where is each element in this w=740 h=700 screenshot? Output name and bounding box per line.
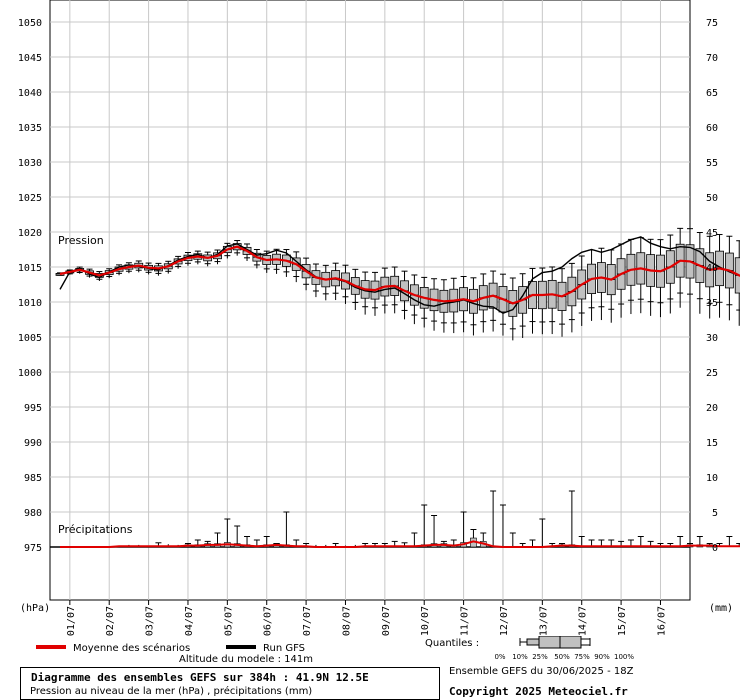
legend: Moyenne des scénarios Run GFS Quantiles … — [36, 636, 634, 661]
left-tick-label: 985 — [24, 473, 42, 484]
precip-label: Précipitations — [58, 523, 133, 536]
right-tick-label: 50 — [706, 193, 718, 204]
date-label: 12/07 — [499, 606, 510, 636]
left-tick-label: 1000 — [18, 368, 42, 379]
altitude-text: Altitude du modele : 141m — [179, 654, 313, 665]
copyright: Copyright 2025 Meteociel.fr — [449, 685, 628, 698]
left-tick-label: 1030 — [18, 158, 42, 169]
right-tick-label: 5 — [712, 508, 718, 519]
footer-subtitle: Pression au niveau de la mer (hPa) , pré… — [30, 686, 313, 697]
date-label: 02/07 — [105, 606, 116, 636]
quantile-tick: 10% — [512, 653, 528, 661]
date-label: 08/07 — [341, 606, 352, 636]
legend-gfs-swatch — [226, 645, 256, 649]
date-label: 06/07 — [263, 606, 274, 636]
left-tick-label: 1025 — [18, 193, 42, 204]
left-tick-label: 1040 — [18, 88, 42, 99]
right-tick-label: 15 — [706, 438, 718, 449]
quantile-tick: 25% — [532, 653, 548, 661]
info-box: Diagramme des ensembles GEFS sur 384h : … — [20, 667, 440, 700]
date-label: 15/07 — [617, 606, 628, 636]
left-tick-label: 1020 — [18, 228, 42, 239]
run-info: Ensemble GEFS du 30/06/2025 - 18Z — [449, 666, 634, 677]
right-tick-label: 70 — [706, 53, 718, 64]
legend-mean-swatch — [36, 645, 66, 649]
date-label: 11/07 — [460, 606, 471, 636]
legend-mean-label: Moyenne des scénarios — [73, 642, 190, 654]
quantile-tick: 0% — [494, 653, 505, 661]
quantile-key-icon — [519, 636, 591, 649]
date-label: 04/07 — [184, 606, 195, 636]
right-tick-label: 75 — [706, 18, 718, 29]
right-tick-label: 25 — [706, 368, 718, 379]
date-label: 13/07 — [538, 606, 549, 636]
quantile-tick: 75% — [574, 653, 590, 661]
quantile-tick: 100% — [614, 653, 634, 661]
quantiles-label: Quantiles : — [425, 638, 479, 649]
plot-frame — [49, 0, 691, 601]
left-tick-label: 990 — [24, 438, 42, 449]
right-tick-label: 10 — [706, 473, 718, 484]
ensemble-mean-line — [59, 245, 740, 305]
right-tick-label: 30 — [706, 333, 718, 344]
date-label: 10/07 — [420, 606, 431, 636]
legend-gfs-label: Run GFS — [263, 643, 305, 654]
right-tick-label: 20 — [706, 403, 718, 414]
date-label: 03/07 — [145, 606, 156, 636]
date-label: 07/07 — [302, 606, 313, 636]
chart-axes: 9759809859909951000100510101015102010251… — [18, 18, 718, 636]
left-tick-label: 1010 — [18, 298, 42, 309]
date-label: 14/07 — [578, 606, 589, 636]
right-tick-label: 0 — [712, 543, 718, 554]
left-tick-label: 1050 — [18, 18, 42, 29]
right-tick-label: 35 — [706, 298, 718, 309]
ensemble-chart: 9759809859909951000100510101015102010251… — [18, 0, 740, 636]
right-tick-label: 65 — [706, 88, 718, 99]
date-label: 01/07 — [66, 606, 77, 636]
left-tick-label: 1045 — [18, 53, 42, 64]
right-unit-label: (mm) — [709, 603, 733, 614]
left-tick-label: 995 — [24, 403, 42, 414]
left-tick-label: 975 — [24, 543, 42, 554]
date-label: 16/07 — [656, 606, 667, 636]
left-tick-label: 1015 — [18, 263, 42, 274]
quantile-tick: 90% — [594, 653, 610, 661]
gfs-run-line — [59, 236, 740, 314]
chart-marks — [50, 227, 740, 548]
pressure-label: Pression — [58, 234, 104, 247]
footer-title: Diagramme des ensembles GEFS sur 384h : … — [31, 671, 369, 684]
quantile-tick-labels: 0% 10% 25% 50% 75% 90% 100% — [494, 653, 634, 661]
quantile-tick: 50% — [554, 653, 570, 661]
left-tick-label: 980 — [24, 508, 42, 519]
left-tick-label: 1035 — [18, 123, 42, 134]
right-tick-label: 55 — [706, 158, 718, 169]
right-tick-label: 40 — [706, 263, 718, 274]
right-tick-label: 45 — [706, 228, 718, 239]
left-tick-label: 1005 — [18, 333, 42, 344]
date-label: 05/07 — [223, 606, 234, 636]
right-tick-label: 60 — [706, 123, 718, 134]
chart-grid — [49, 0, 691, 601]
date-label: 09/07 — [381, 606, 392, 636]
precip-mean-line — [60, 540, 740, 548]
left-unit-label: (hPa) — [20, 603, 50, 614]
